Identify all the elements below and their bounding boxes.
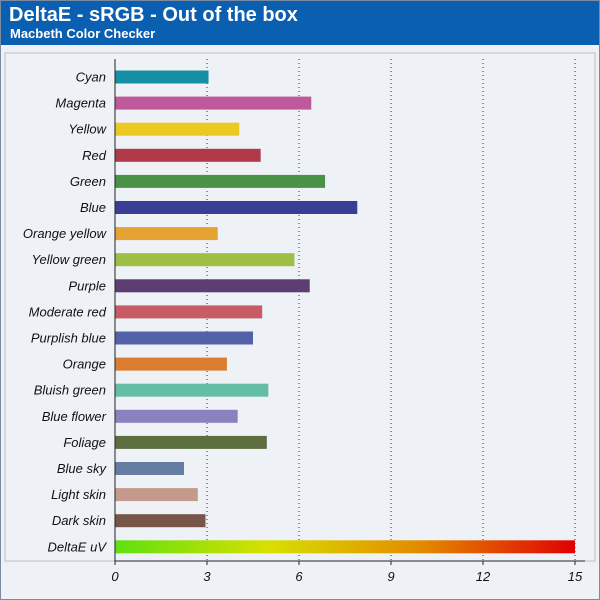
bar-green [115, 174, 326, 188]
tick-label: 6 [295, 569, 303, 584]
category-label: Dark skin [52, 513, 106, 528]
category-label: Moderate red [29, 304, 107, 319]
bar-red [115, 148, 261, 162]
category-label: Orange [63, 357, 106, 372]
bar-cyan [115, 70, 209, 84]
bar-moderate-red [115, 305, 263, 319]
bar-deltae-uv [115, 540, 575, 554]
bar-blue [115, 201, 358, 214]
chart-title: DeltaE - sRGB - Out of the box [9, 4, 298, 26]
bar-blue-flower [115, 409, 238, 423]
category-label: Foliage [63, 435, 106, 450]
bar-orange-yellow [115, 227, 218, 241]
category-label: Light skin [51, 487, 106, 502]
category-label: Yellow green [32, 252, 106, 267]
category-label: DeltaE uV [47, 539, 107, 554]
bar-purple [115, 279, 310, 293]
tick-label: 0 [111, 569, 119, 584]
bar-dark-skin [115, 514, 206, 528]
bar-blue-sky [115, 462, 184, 475]
category-label: Magenta [55, 96, 106, 111]
category-label: Cyan [76, 70, 106, 85]
category-label: Bluish green [34, 383, 106, 398]
category-label: Purplish blue [31, 331, 106, 346]
tick-label: 12 [476, 569, 491, 584]
tick-label: 3 [203, 569, 211, 584]
category-label: Red [82, 148, 107, 163]
category-label: Green [70, 174, 106, 189]
bar-orange [115, 357, 227, 371]
category-labels: Cyan Magenta Yellow Red Green Blue Orange yell… [23, 70, 108, 555]
bar-foliage [115, 435, 267, 449]
category-label: Blue sky [57, 461, 108, 476]
category-label: Yellow [68, 122, 107, 137]
tick-label: 9 [387, 569, 394, 584]
bar-light-skin [115, 488, 198, 502]
bars [115, 70, 575, 554]
bar-purplish-blue [115, 331, 253, 345]
category-label: Blue [80, 200, 106, 215]
chart-subtitle: Macbeth Color Checker [10, 26, 156, 41]
category-label: Orange yellow [23, 226, 108, 241]
bar-yellow-green [115, 253, 295, 267]
bar-yellow [115, 122, 240, 136]
bar-magenta [115, 96, 312, 110]
tick-label: 15 [568, 569, 583, 584]
category-label: Blue flower [42, 409, 107, 424]
x-axis-ticks: 0 3 6 9 12 15 [111, 59, 585, 584]
chart-header: DeltaE - sRGB - Out of the box Macbeth C… [1, 1, 599, 45]
category-label: Purple [68, 278, 106, 293]
bar-bluish-green [115, 383, 269, 397]
